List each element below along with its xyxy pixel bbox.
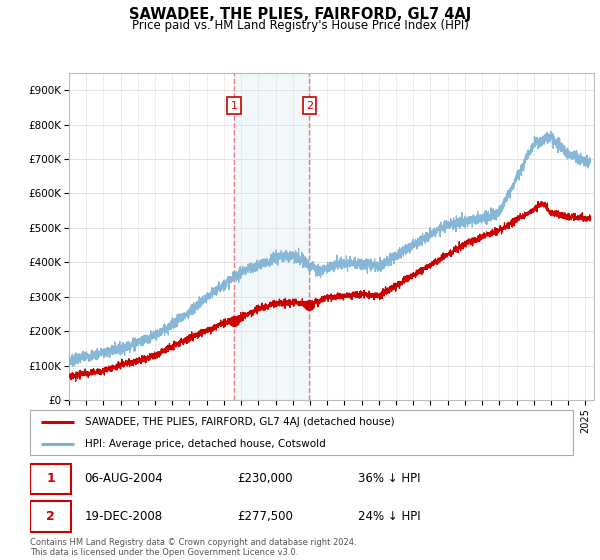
Text: Contains HM Land Registry data © Crown copyright and database right 2024.
This d: Contains HM Land Registry data © Crown c… (30, 538, 356, 557)
FancyBboxPatch shape (30, 501, 71, 531)
Text: 1: 1 (230, 101, 238, 110)
Text: £277,500: £277,500 (238, 510, 293, 523)
Text: SAWADEE, THE PLIES, FAIRFORD, GL7 4AJ (detached house): SAWADEE, THE PLIES, FAIRFORD, GL7 4AJ (d… (85, 417, 394, 427)
Text: SAWADEE, THE PLIES, FAIRFORD, GL7 4AJ: SAWADEE, THE PLIES, FAIRFORD, GL7 4AJ (129, 7, 471, 22)
Bar (234, 73, 310, 400)
Text: 19-DEC-2008: 19-DEC-2008 (85, 510, 163, 523)
Text: 1: 1 (46, 472, 55, 485)
Text: £230,000: £230,000 (238, 472, 293, 485)
FancyBboxPatch shape (30, 410, 573, 455)
Text: 36% ↓ HPI: 36% ↓ HPI (358, 472, 420, 485)
Text: 2: 2 (306, 101, 313, 110)
Text: 06-AUG-2004: 06-AUG-2004 (85, 472, 163, 485)
Text: 2: 2 (46, 510, 55, 523)
Text: Price paid vs. HM Land Registry's House Price Index (HPI): Price paid vs. HM Land Registry's House … (131, 19, 469, 32)
Text: HPI: Average price, detached house, Cotswold: HPI: Average price, detached house, Cots… (85, 438, 325, 449)
FancyBboxPatch shape (30, 464, 71, 494)
Text: 24% ↓ HPI: 24% ↓ HPI (358, 510, 420, 523)
